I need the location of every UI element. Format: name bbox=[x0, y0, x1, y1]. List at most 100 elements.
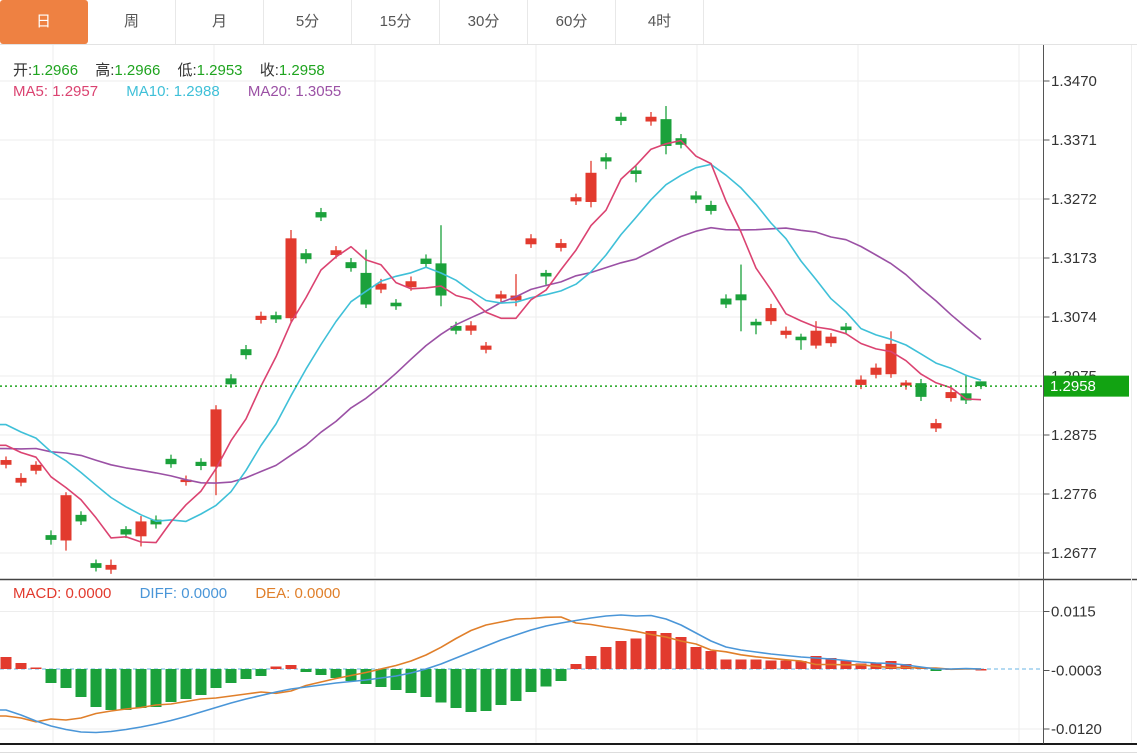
candle-up bbox=[180, 479, 192, 483]
macd-bar-negative bbox=[105, 669, 117, 710]
macd-bar-negative bbox=[45, 669, 57, 683]
candle-up bbox=[825, 336, 837, 344]
price-axis-labels: 1.34701.33711.32721.31731.30741.29751.28… bbox=[1043, 73, 1097, 562]
candle-up bbox=[645, 116, 657, 122]
macd-bar-positive bbox=[795, 661, 807, 669]
tab-4hour[interactable]: 4时 bbox=[616, 0, 704, 44]
macd-bar-positive bbox=[885, 661, 897, 669]
macd-bar-negative bbox=[90, 669, 102, 707]
tab-15min[interactable]: 15分 bbox=[352, 0, 440, 44]
macd-bar-negative bbox=[390, 669, 402, 690]
candle-up bbox=[585, 172, 597, 202]
candle-down bbox=[615, 116, 627, 121]
macd-bar-negative bbox=[60, 669, 72, 688]
macd-bar-positive bbox=[285, 665, 297, 669]
price-tick-label: 1.2776 bbox=[1051, 486, 1097, 503]
macd-bar-negative bbox=[195, 669, 207, 695]
candle-down bbox=[360, 272, 372, 305]
ma10-line bbox=[0, 163, 982, 523]
macd-bar-positive bbox=[645, 631, 657, 669]
candle-down bbox=[690, 195, 702, 200]
macd-bar-positive bbox=[0, 657, 12, 669]
candle-up bbox=[495, 294, 507, 299]
candle-up bbox=[885, 343, 897, 375]
candle-down bbox=[840, 326, 852, 331]
frame-lines bbox=[0, 45, 1137, 753]
price-tick-label: 1.3173 bbox=[1051, 250, 1097, 267]
ma5-line bbox=[0, 139, 982, 544]
candle-down bbox=[195, 461, 207, 466]
candle-up bbox=[555, 243, 567, 248]
macd-bar-negative bbox=[480, 669, 492, 711]
price-badge-value: 1.2958 bbox=[1050, 378, 1096, 395]
grid-lines bbox=[0, 45, 1043, 743]
macd-bar-positive bbox=[675, 637, 687, 669]
candle-down bbox=[390, 302, 402, 307]
price-tick-label: 1.3074 bbox=[1051, 309, 1097, 326]
tab-5min[interactable]: 5分 bbox=[264, 0, 352, 44]
candle-up bbox=[945, 392, 957, 399]
dea-line bbox=[0, 616, 981, 723]
candle-down bbox=[435, 263, 447, 296]
macd-bar-positive bbox=[750, 659, 762, 669]
candle-down bbox=[315, 212, 327, 218]
candle-up bbox=[330, 250, 342, 256]
candle-up bbox=[285, 238, 297, 319]
macd-bar-negative bbox=[930, 669, 942, 671]
macd-bar-negative bbox=[180, 669, 192, 699]
candle-up bbox=[210, 409, 222, 467]
candle-up bbox=[930, 423, 942, 429]
macd-bar-negative bbox=[450, 669, 462, 708]
macd-bar-negative bbox=[540, 669, 552, 687]
ma20-line bbox=[0, 226, 982, 484]
macd-bar-negative bbox=[150, 669, 162, 707]
macd-bar-negative bbox=[120, 669, 132, 710]
price-badge-bg bbox=[1044, 375, 1129, 397]
macd-bar-positive bbox=[900, 664, 912, 669]
candle-up bbox=[135, 521, 147, 537]
candle-down bbox=[150, 519, 162, 525]
tab-week[interactable]: 周 bbox=[88, 0, 176, 44]
macd-bar-positive bbox=[585, 656, 597, 669]
tab-day[interactable]: 日 bbox=[0, 0, 88, 44]
price-tick-label: 1.2875 bbox=[1051, 427, 1097, 444]
candle-down bbox=[705, 204, 717, 211]
macd-bar-positive bbox=[30, 667, 42, 669]
macd-bar-positive bbox=[705, 651, 717, 669]
macd-bar-negative bbox=[420, 669, 432, 697]
macd-bar-negative bbox=[240, 669, 252, 679]
macd-bar-negative bbox=[255, 669, 267, 676]
candle-up bbox=[15, 477, 27, 483]
tab-month[interactable]: 月 bbox=[176, 0, 264, 44]
macd-bar-negative bbox=[75, 669, 87, 697]
candle-down bbox=[420, 258, 432, 264]
tab-30min[interactable]: 30分 bbox=[440, 0, 528, 44]
macd-bar-positive bbox=[765, 660, 777, 669]
price-tick-label: 1.2677 bbox=[1051, 545, 1097, 562]
diff-line bbox=[0, 614, 982, 734]
macd-bar-positive bbox=[855, 663, 867, 669]
macd-bar-positive bbox=[660, 633, 672, 669]
macd-bar-positive bbox=[15, 663, 27, 669]
candle-up bbox=[105, 564, 117, 570]
macd-bar-negative bbox=[555, 669, 567, 681]
macd-axis-labels: 0.0115 -0.0003 -0.0120 bbox=[1043, 604, 1102, 738]
macd-tick-label: 0.0115 bbox=[1051, 604, 1096, 621]
candle-down bbox=[660, 119, 672, 146]
candle-down bbox=[90, 563, 102, 568]
candle-up bbox=[525, 238, 537, 245]
macd-bar-positive bbox=[600, 647, 612, 669]
tab-60min[interactable]: 60分 bbox=[528, 0, 616, 44]
macd-bar-positive bbox=[615, 641, 627, 669]
macd-bar-negative bbox=[495, 669, 507, 705]
macd-bar-negative bbox=[465, 669, 477, 712]
price-tick-label: 1.3272 bbox=[1051, 191, 1097, 208]
candle-up bbox=[465, 325, 477, 331]
candle-up bbox=[255, 315, 267, 320]
macd-bar-positive bbox=[735, 659, 747, 669]
macd-tick-label: -0.0120 bbox=[1051, 721, 1102, 738]
macd-bar-positive bbox=[810, 656, 822, 669]
candle-down bbox=[975, 381, 987, 387]
